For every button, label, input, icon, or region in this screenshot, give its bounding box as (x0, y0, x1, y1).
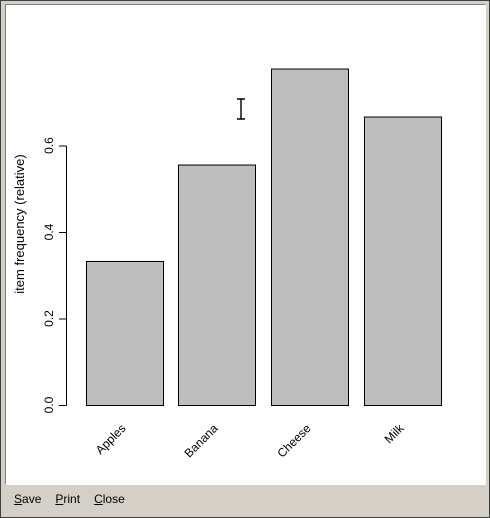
y-tick-label: 0.2 (42, 310, 56, 327)
bar-banana (178, 164, 256, 406)
x-tick-label-milk: Milk (382, 421, 408, 447)
bar-milk (364, 116, 442, 407)
y-tick-label: 0.0 (42, 396, 56, 413)
x-tick-label-apples: Apples (93, 421, 129, 457)
bar-apples (86, 260, 164, 407)
close-button[interactable]: Close (94, 492, 125, 506)
y-axis-title: item frequency (relative) (12, 154, 27, 293)
x-tick-label-cheese: Cheese (274, 421, 313, 460)
x-tick-label-banana: Banana (181, 421, 220, 460)
y-tick-label: 0.6 (42, 137, 56, 154)
y-axis: 0.0 0.2 0.4 0.6 (42, 137, 67, 413)
bars-group (86, 68, 442, 407)
save-button[interactable]: Save (14, 492, 42, 506)
plot-area: 0.0 0.2 0.4 0.6 Apples Banana Cheese Milk item… (5, 4, 486, 485)
bar-cheese (271, 68, 349, 406)
y-tick-label: 0.4 (42, 223, 56, 240)
bar-chart: 0.0 0.2 0.4 0.6 Apples Banana Cheese Milk item… (12, 68, 442, 461)
i-beam-cursor-icon (237, 98, 245, 120)
print-button[interactable]: Print (55, 492, 81, 506)
x-axis-labels: Apples Banana Cheese Milk (93, 421, 408, 461)
toolbar: Save Print Close (5, 487, 485, 511)
